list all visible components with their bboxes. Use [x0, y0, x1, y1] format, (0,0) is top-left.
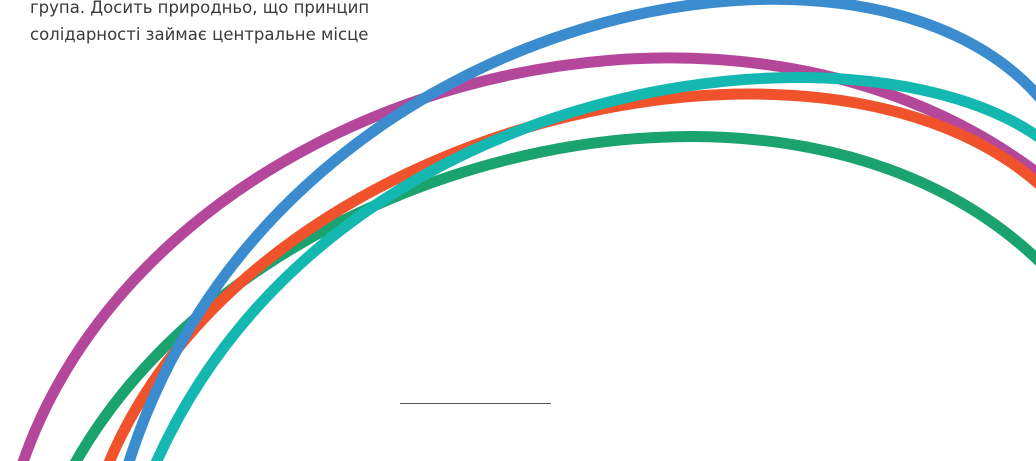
text-line: солідарності займає центральне місце — [30, 25, 369, 44]
arc-green — [69, 131, 1036, 461]
paragraph: група. Досить природньо, що принцип солі… — [30, 0, 369, 48]
text-line: група. Досить природньо, що принцип — [30, 0, 370, 17]
arc-purple — [17, 52, 1036, 461]
arc-teal — [150, 72, 1036, 461]
arc-blue — [123, 0, 1036, 461]
